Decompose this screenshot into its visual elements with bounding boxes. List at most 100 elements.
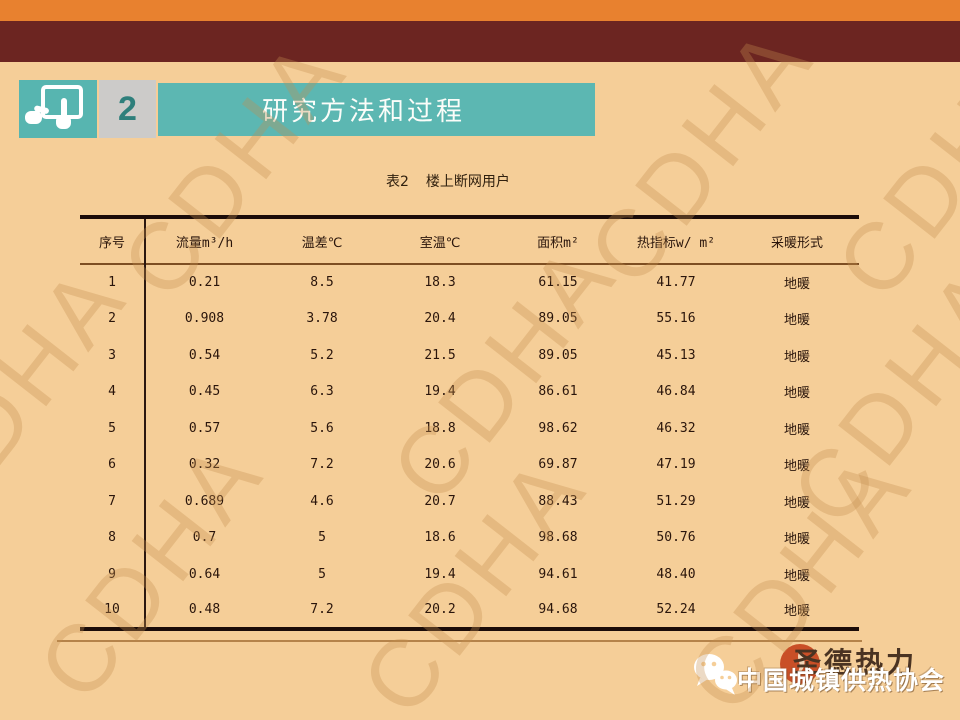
table-row: 2 0.908 3.78 20.4 89.05 55.16 地暖 xyxy=(80,300,859,337)
table-cell: 5 xyxy=(318,530,326,546)
column-header: 序号 xyxy=(80,217,146,264)
table-cell: 地暖 xyxy=(783,495,810,511)
table-row: 7 0.689 4.6 20.7 88.43 51.29 地暖 xyxy=(80,483,859,520)
table-row: 10 0.48 7.2 20.2 94.68 52.24 地暖 xyxy=(80,592,859,629)
column-header: 采暖形式 xyxy=(770,235,823,251)
table-cell: 10 xyxy=(80,592,146,629)
table-cell: 6 xyxy=(80,446,146,483)
table-cell: 地暖 xyxy=(783,532,810,548)
table-row: 3 0.54 5.2 21.5 89.05 45.13 地暖 xyxy=(80,337,859,374)
table-row: 1 0.21 8.5 18.3 61.15 41.77 地暖 xyxy=(80,264,859,301)
table-caption-title: 楼上断网用户 xyxy=(425,174,510,190)
table-caption-tag: 表2 xyxy=(386,174,409,190)
table-cell: 1 xyxy=(80,264,146,301)
table-cell: 18.6 xyxy=(424,530,456,546)
table-cell: 地暖 xyxy=(783,459,810,475)
column-header: 温差℃ xyxy=(301,235,343,251)
table-cell: 8 xyxy=(80,519,146,556)
table-cell: 52.24 xyxy=(656,602,696,618)
table-cell: 地暖 xyxy=(783,386,810,402)
table-cell: 2 xyxy=(80,300,146,337)
table-cell: 20.2 xyxy=(424,602,456,618)
table-cell: 69.87 xyxy=(538,457,578,473)
column-header: 热指标w/ m² xyxy=(636,235,716,251)
overlay-logo-text: 圣德热力 xyxy=(793,646,918,679)
table-cell: 47.19 xyxy=(656,457,696,473)
table-cell: 3.78 xyxy=(306,311,338,327)
table-row: 5 0.57 5.6 18.8 98.62 46.32 地暖 xyxy=(80,410,859,447)
table-cell: 41.77 xyxy=(656,275,696,291)
organization-name: 中国城镇供热协会 xyxy=(737,666,946,695)
table-cell: 21.5 xyxy=(424,347,456,363)
table-cell: 0.48 xyxy=(188,602,221,618)
table-cell: 20.7 xyxy=(424,493,456,509)
table-cell: 6.3 xyxy=(310,384,334,400)
table-cell: 0.7 xyxy=(192,530,217,546)
table-cell: 89.05 xyxy=(538,311,578,327)
table-cell: 地暖 xyxy=(783,313,810,329)
table-cell: 18.8 xyxy=(424,420,456,436)
column-header: 流量m³/h xyxy=(175,235,234,251)
table-cell: 45.13 xyxy=(656,347,696,363)
table-cell: 0.21 xyxy=(188,275,221,291)
top-maroon-bar xyxy=(0,21,960,62)
table-cell: 19.4 xyxy=(424,566,456,582)
table-row: 4 0.45 6.3 19.4 86.61 46.84 地暖 xyxy=(80,373,859,410)
data-table: 序号 流量m³/h 温差℃ 室温℃ 面积m² 热指标w/ m² 采暖形式 1 0.21 8.5 1… xyxy=(80,215,859,631)
table-cell: 0.64 xyxy=(188,566,221,582)
table-cell: 98.62 xyxy=(538,420,578,436)
table-cell: 0.57 xyxy=(188,420,221,436)
table-cell: 19.4 xyxy=(424,384,456,400)
section-title-bar: 研究方法和过程 xyxy=(158,83,595,136)
table-cell: 地暖 xyxy=(783,277,810,293)
table-cell: 48.40 xyxy=(656,566,696,582)
table-row: 8 0.7 5 18.6 98.68 50.76 地暖 xyxy=(80,519,859,556)
table-cell: 20.6 xyxy=(424,457,456,473)
table-cell: 5 xyxy=(318,566,326,582)
table-cell: 0.908 xyxy=(184,311,225,327)
column-header: 室温℃ xyxy=(419,235,461,251)
table-cell: 98.68 xyxy=(538,530,578,546)
table-cell: 地暖 xyxy=(783,349,810,365)
table-cell: 18.3 xyxy=(424,275,456,291)
table-cell: 3 xyxy=(80,337,146,374)
table-row: 6 0.32 7.2 20.6 69.87 47.19 地暖 xyxy=(80,446,859,483)
table-cell: 88.43 xyxy=(538,493,578,509)
table-cell: 0.689 xyxy=(184,493,225,509)
section-title: 研究方法和过程 xyxy=(262,97,466,127)
table-caption: 表2 楼上断网用户 xyxy=(386,171,510,191)
table-cell: 46.84 xyxy=(656,384,696,400)
table-cell: 8.5 xyxy=(310,275,334,291)
section-icon-box xyxy=(19,80,97,138)
table-cell: 0.32 xyxy=(188,457,221,473)
table-cell: 9 xyxy=(80,556,146,593)
table-cell: 55.16 xyxy=(656,311,696,327)
table-underline-decor xyxy=(57,640,862,642)
hands-presenting-board-icon xyxy=(19,78,97,140)
table-cell: 0.54 xyxy=(188,347,221,363)
table-cell: 20.4 xyxy=(424,311,456,327)
column-header: 面积m² xyxy=(537,235,579,251)
table-cell: 4 xyxy=(80,373,146,410)
table-cell: 7.2 xyxy=(310,602,334,618)
flame-logo-icon xyxy=(780,644,820,684)
table-cell: 5.6 xyxy=(310,420,334,436)
table-cell: 0.45 xyxy=(188,384,221,400)
table-cell: 61.15 xyxy=(538,275,578,291)
table-cell: 94.61 xyxy=(538,566,578,582)
table-cell: 4.6 xyxy=(310,493,334,509)
table-row: 9 0.64 5 19.4 94.61 48.40 地暖 xyxy=(80,556,859,593)
table-cell: 46.32 xyxy=(656,420,696,436)
table-cell: 地暖 xyxy=(783,604,810,620)
top-orange-bar xyxy=(0,0,960,21)
table-cell: 7 xyxy=(80,483,146,520)
table-header-row: 序号 流量m³/h 温差℃ 室温℃ 面积m² 热指标w/ m² 采暖形式 xyxy=(80,217,859,264)
table-cell: 5.2 xyxy=(310,347,334,363)
table-cell: 51.29 xyxy=(656,493,696,509)
table-cell: 89.05 xyxy=(538,347,578,363)
table-cell: 50.76 xyxy=(656,530,696,546)
section-number-box: 2 xyxy=(99,80,156,138)
section-number: 2 xyxy=(118,89,137,128)
table-cell: 地暖 xyxy=(783,422,810,438)
table-cell: 86.61 xyxy=(538,384,578,400)
